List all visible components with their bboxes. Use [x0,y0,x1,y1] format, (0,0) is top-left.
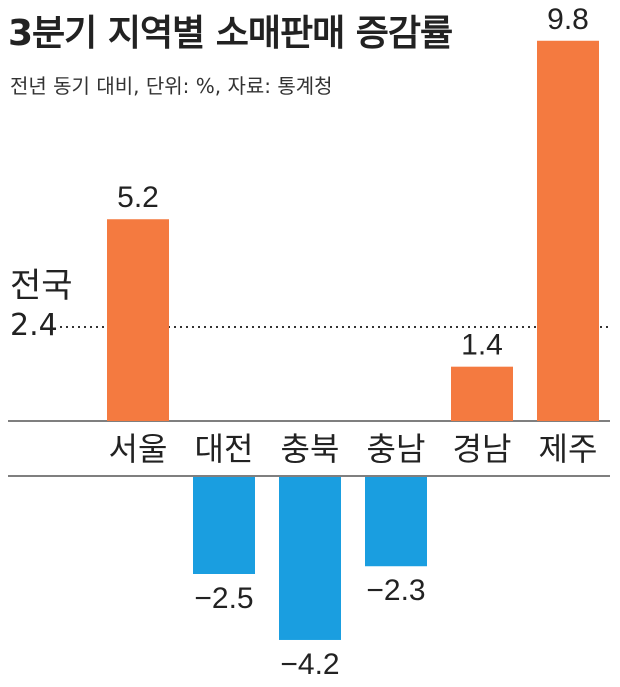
category-label-4: 경남 [453,430,512,468]
value-label-3: −2.3 [366,574,425,607]
reference-value: 2.4 [10,308,58,343]
bar-3 [365,477,427,567]
category-label-5: 제주 [539,430,598,468]
reference-label: 전국 [10,266,73,306]
value-label-0: 5.2 [117,181,159,214]
value-label-4: 1.4 [461,329,503,362]
value-label-2: −4.2 [280,648,339,681]
chart-title: 3분기 지역별 소매판매 증감률 [8,13,453,54]
value-label-5: 9.8 [547,3,589,36]
chart-subtitle: 전년 동기 대비, 단위: %, 자료: 통계청 [10,74,333,98]
category-label-3: 충남 [367,430,426,468]
bar-5 [537,40,599,421]
bar-4 [451,366,513,421]
bar-2 [279,477,341,640]
bar-0 [107,219,169,421]
value-label-1: −2.5 [194,582,253,615]
category-label-1: 대전 [195,430,254,468]
bar-1 [193,477,255,574]
category-label-0: 서울 [109,430,168,468]
category-label-2: 충북 [281,430,340,468]
